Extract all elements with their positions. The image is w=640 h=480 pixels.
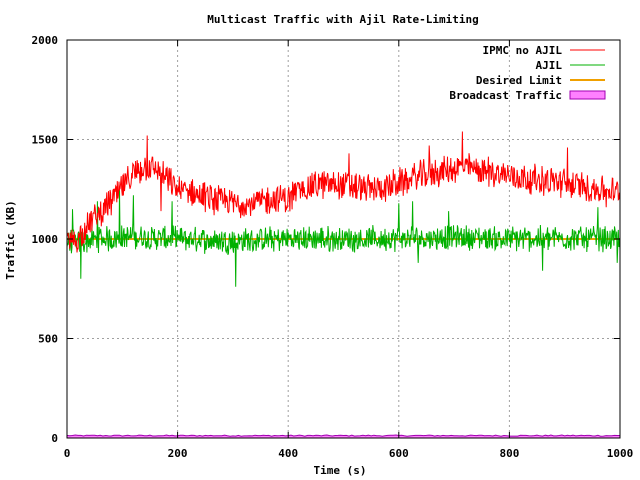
axes-frame (66, 39, 621, 439)
legend-label: IPMC no AJIL (483, 44, 563, 57)
x-tick-label: 800 (499, 447, 519, 460)
series-line-0 (67, 131, 620, 253)
x-tick-label: 0 (64, 447, 71, 460)
y-tick-label: 500 (38, 333, 58, 346)
legend: IPMC no AJIL AJIL Desired Limit Broadcast T… (449, 44, 606, 102)
x-axis-label: Time (s) (314, 464, 367, 477)
y-tick-label: 1000 (32, 233, 59, 246)
plot-border (66, 39, 621, 439)
x-tick-label: 600 (389, 447, 409, 460)
legend-label: Broadcast Traffic (449, 89, 562, 102)
tick-labels: 0 200 400 600 800 1000 0 500 1000 1500 2000 (32, 34, 634, 460)
series-line-1 (67, 189, 620, 287)
x-tick-label: 400 (278, 447, 298, 460)
plot-area (66, 131, 621, 439)
y-axis-label: Traffic (KB) (4, 200, 17, 279)
series-area-3 (66, 434, 621, 439)
x-tick-label: 200 (168, 447, 188, 460)
legend-swatch (569, 90, 606, 100)
y-tick-label: 0 (51, 432, 58, 445)
y-tick-label: 2000 (32, 34, 59, 47)
legend-label: Desired Limit (476, 74, 562, 87)
y-tick-label: 1500 (32, 134, 59, 147)
legend-label: AJIL (536, 59, 563, 72)
x-tick-label: 1000 (607, 447, 634, 460)
chart-title: Multicast Traffic with Ajil Rate-Limitin… (207, 13, 479, 26)
